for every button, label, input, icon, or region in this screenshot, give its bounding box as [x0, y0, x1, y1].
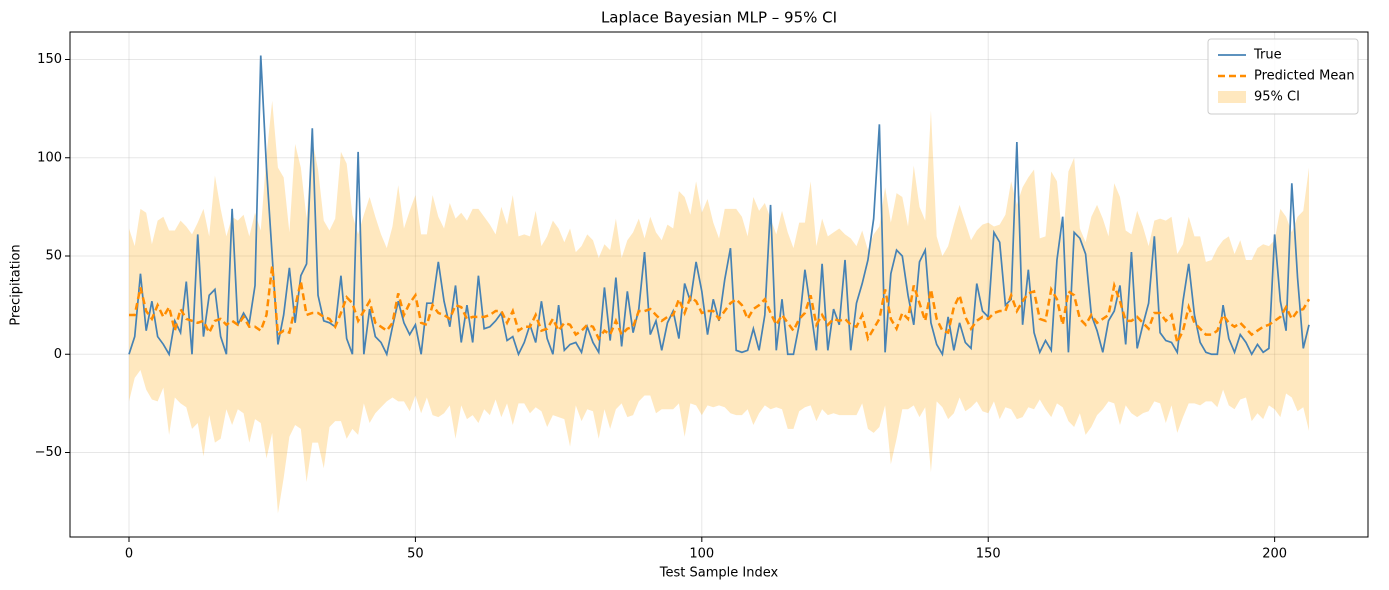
plot-frame — [69, 31, 1369, 538]
x-tick-label: 100 — [689, 547, 714, 562]
chart-title: Laplace Bayesian MLP – 95% CI — [601, 9, 837, 27]
legend-label: Predicted Mean — [1254, 69, 1355, 84]
y-tick-label: 100 — [37, 150, 62, 165]
x-tick-label: 0 — [125, 547, 133, 562]
series-line — [129, 265, 1311, 347]
legend-box — [1207, 38, 1359, 115]
x-tick-label: 200 — [1262, 547, 1287, 562]
x-axis-label: Test Sample Index — [659, 566, 779, 581]
y-tick-label: −50 — [35, 445, 62, 460]
y-axis-label: Precipitation — [9, 244, 24, 325]
legend-label: 95% CI — [1254, 90, 1300, 105]
legend-label: True — [1253, 48, 1282, 63]
y-tick-label: 150 — [37, 52, 62, 67]
y-tick-label: 0 — [54, 347, 62, 362]
x-tick-label: 50 — [407, 547, 424, 562]
grid — [70, 32, 1368, 537]
x-tick-label: 150 — [976, 547, 1001, 562]
y-tick-label: 50 — [45, 249, 62, 264]
legend-swatch — [1218, 91, 1246, 103]
